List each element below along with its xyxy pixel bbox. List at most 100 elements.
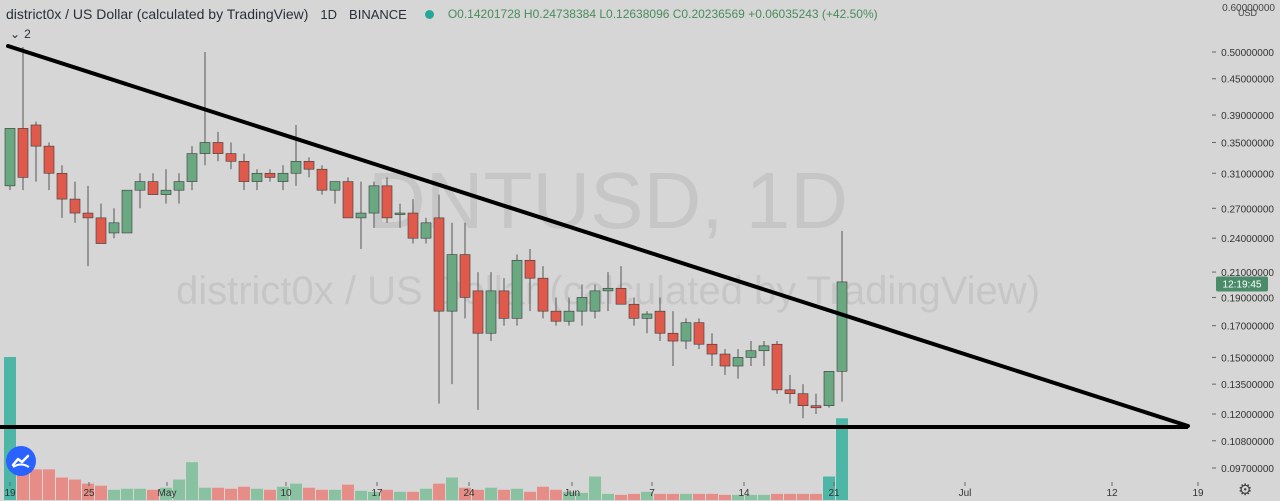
candle-body: [771, 343, 783, 391]
candle: [95, 203, 107, 244]
volume-bar: [251, 488, 263, 500]
time-tick-label: 12: [1106, 488, 1118, 499]
candle: [745, 341, 757, 367]
price-tick-label: 0.31000000: [1221, 169, 1274, 180]
candle-body: [524, 259, 536, 279]
watermark-big: DNTUSD, 1D: [368, 156, 848, 245]
candle-body: [394, 212, 406, 215]
candle-body: [17, 128, 29, 178]
candle-body: [576, 297, 588, 312]
price-tick-label: 0.21000000: [1221, 268, 1274, 279]
candle: [810, 393, 822, 415]
volume-bar: [407, 491, 419, 500]
volume-bar: [186, 462, 198, 500]
candle-body: [615, 287, 627, 305]
interval-label[interactable]: 1D: [320, 6, 338, 22]
candle: [134, 173, 146, 209]
candle-body: [4, 128, 16, 187]
tradingview-logo-icon[interactable]: [6, 446, 36, 476]
volume-bar: [459, 487, 471, 500]
volume-bar: [303, 487, 315, 500]
candle-body: [810, 405, 822, 409]
volume-bar: [238, 486, 250, 500]
candle: [524, 248, 536, 312]
volume-bar: [563, 491, 575, 500]
candle-body: [628, 303, 640, 319]
candle-body: [511, 259, 523, 319]
time-tick-label: May: [158, 488, 177, 499]
volume-bars: [4, 357, 848, 500]
volume-bar: [329, 489, 341, 500]
candle-body: [459, 254, 471, 298]
volume-bar: [82, 483, 94, 500]
candle-body: [108, 222, 120, 234]
volume-bar: [147, 489, 159, 500]
volume-bar: [498, 489, 510, 500]
candle-body: [355, 212, 367, 219]
candle-body: [732, 357, 744, 367]
price-tick-label: 0.19000000: [1221, 293, 1274, 304]
volume-bar: [121, 488, 133, 500]
candle-body: [251, 172, 263, 182]
price-tick-label: 0.39000000: [1221, 111, 1274, 122]
candle: [511, 254, 523, 326]
candle-body: [745, 350, 757, 358]
volume-bar: [654, 493, 666, 500]
candle-body: [550, 310, 562, 322]
candle: [563, 297, 575, 326]
volume-bar: [628, 493, 640, 500]
candle-body: [277, 172, 289, 182]
candle-body: [589, 290, 601, 312]
volume-bar: [342, 484, 354, 500]
exchange-label: BINANCE: [349, 6, 407, 22]
volume-bar: [290, 483, 302, 500]
volume-bar: [719, 494, 731, 500]
volume-bar: [732, 494, 744, 500]
candle-body: [472, 290, 484, 334]
volume-bar: [56, 477, 68, 500]
volume-bar: [771, 493, 783, 500]
candle: [784, 374, 796, 404]
price-tick-label: 0.45000000: [1221, 75, 1274, 86]
volume-bar: [433, 483, 445, 500]
candle-body: [680, 322, 692, 342]
trendlines[interactable]: [0, 44, 1190, 429]
candle: [290, 124, 302, 186]
volume-bar: [199, 487, 211, 500]
settings-gear-icon[interactable]: ⚙: [1238, 482, 1253, 499]
candle-body: [329, 181, 341, 191]
price-tick-label: 0.35000000: [1221, 138, 1274, 149]
countdown-badge: [1216, 276, 1268, 292]
time-tick-label: 24: [463, 488, 475, 499]
volume-bar: [550, 489, 562, 500]
time-tick-label: Jun: [564, 488, 580, 499]
candle: [316, 165, 328, 195]
candle: [251, 169, 263, 191]
candle: [108, 208, 120, 239]
candle-body: [719, 353, 731, 367]
candle-body: [563, 310, 575, 322]
candle-body: [43, 145, 55, 174]
volume-bar: [797, 493, 809, 500]
candle: [407, 199, 419, 244]
countdown-label: 12:19:45: [1223, 279, 1262, 290]
candle: [329, 181, 341, 204]
price-tick-label: 0.15000000: [1221, 353, 1274, 364]
ohlc-values: O0.14201728 H0.24738384 L0.12638096 C0.2…: [448, 7, 878, 21]
indicators-toggle[interactable]: ⌄ 2: [10, 27, 31, 41]
candle: [173, 173, 185, 204]
candle-body: [654, 310, 666, 334]
volume-bar: [95, 485, 107, 500]
time-axis[interactable]: 19 25 May 10 17 24 Jun 7 14 21 Jul 12 19: [4, 482, 1204, 499]
candle: [472, 272, 484, 410]
volume-bar: [641, 491, 653, 500]
volume-bar: [576, 492, 588, 500]
low-value: L0.12638096: [599, 7, 670, 21]
candle: [147, 173, 159, 195]
volume-bar: [485, 487, 497, 500]
candle-body: [69, 198, 81, 214]
symbol-title[interactable]: district0x / US Dollar (calculated by Tr…: [6, 6, 309, 22]
